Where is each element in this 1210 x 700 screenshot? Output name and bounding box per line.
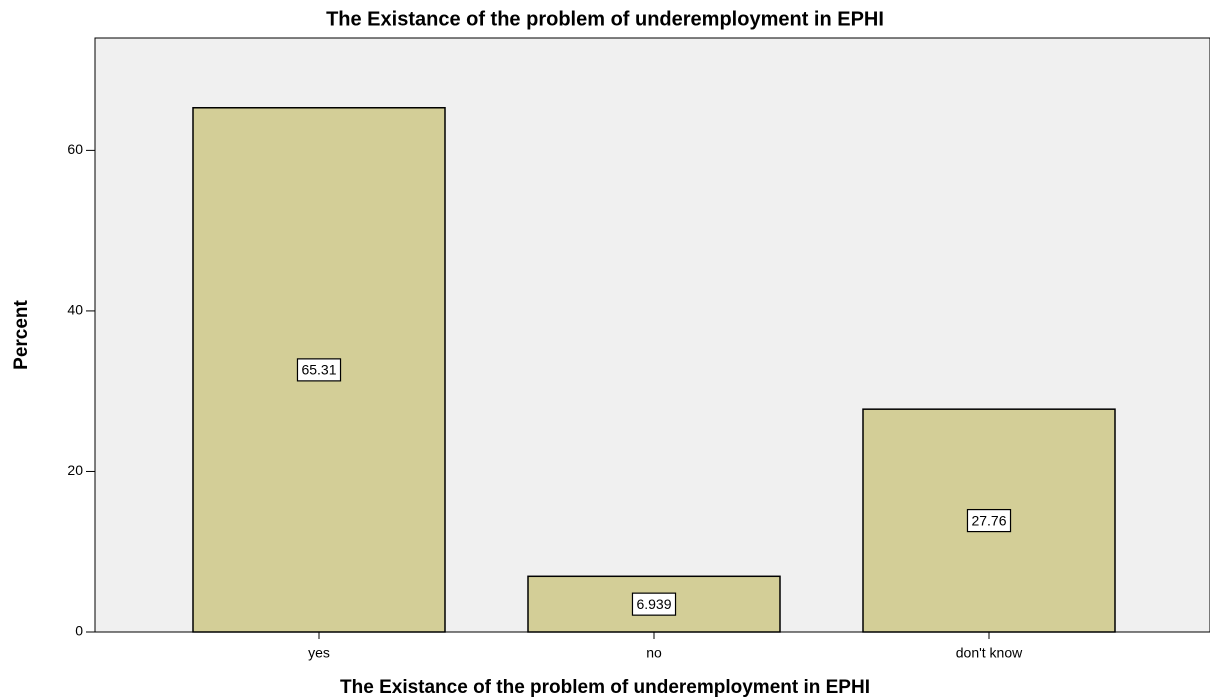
value-label: 27.76	[971, 512, 1006, 528]
x-tick-label: don't know	[956, 645, 1023, 661]
x-axis-label: The Existance of the problem of underemp…	[340, 677, 870, 698]
x-tick-label: no	[646, 645, 662, 661]
value-label: 65.31	[301, 362, 336, 378]
y-tick-label: 60	[67, 141, 83, 157]
y-axis-label: Percent	[11, 299, 32, 369]
value-label-box	[296, 358, 342, 382]
y-tick-label: 40	[67, 302, 83, 318]
value-label-box	[966, 508, 1012, 533]
value-label: 6.939	[636, 596, 671, 612]
chart-title: The Existance of the problem of underemp…	[326, 8, 884, 30]
y-tick-label: 0	[75, 623, 83, 639]
x-tick-label: yes	[308, 645, 330, 661]
y-tick-label: 20	[67, 462, 83, 478]
value-label-box	[631, 592, 677, 616]
